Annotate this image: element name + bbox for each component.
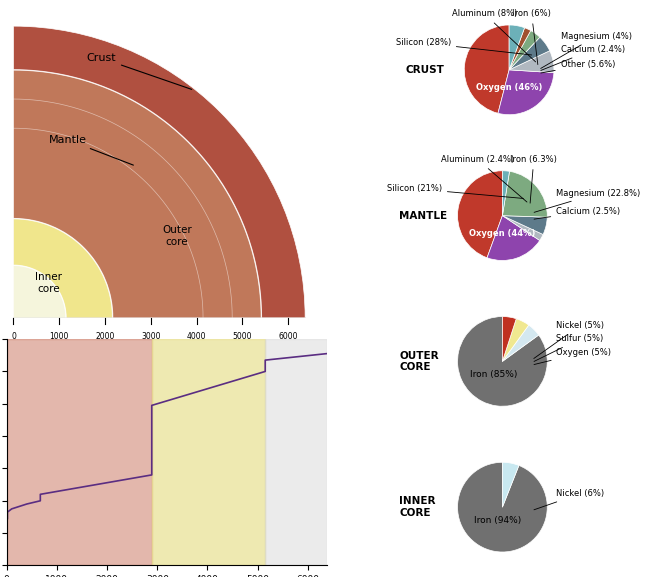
Text: Inner
core: Inner core [35,272,62,294]
Text: Calcium (2.4%): Calcium (2.4%) [541,45,625,70]
Wedge shape [498,70,554,115]
Text: Depth (km): Depth (km) [138,354,195,365]
Text: Iron (6.3%): Iron (6.3%) [510,155,557,203]
Text: Oxygen (46%): Oxygen (46%) [476,83,543,92]
Wedge shape [13,70,262,318]
Wedge shape [509,51,554,73]
Text: MANTLE: MANTLE [399,211,448,220]
Text: Iron (6%): Iron (6%) [512,9,551,65]
Text: Silicon (21%): Silicon (21%) [387,184,523,198]
Wedge shape [13,265,66,318]
Text: Iron (94%): Iron (94%) [474,516,522,525]
Wedge shape [509,25,524,70]
Wedge shape [502,171,510,216]
Text: Nickel (5%): Nickel (5%) [534,321,604,358]
Text: Oxygen (5%): Oxygen (5%) [534,348,611,365]
Wedge shape [502,216,543,241]
Text: Aluminum (8%): Aluminum (8%) [452,9,536,62]
Text: 4000: 4000 [187,332,206,342]
Text: 5000: 5000 [233,332,252,342]
Text: Sulfur (5%): Sulfur (5%) [534,335,603,361]
Text: Calcium (2.5%): Calcium (2.5%) [534,207,620,219]
Wedge shape [13,26,305,318]
Wedge shape [464,25,509,113]
Text: 6000: 6000 [278,332,298,342]
Text: Mantle: Mantle [48,135,133,165]
Wedge shape [509,31,540,70]
Bar [265,339,326,565]
Wedge shape [502,462,519,507]
Text: OUTER
CORE: OUTER CORE [399,351,439,372]
Wedge shape [502,319,529,361]
Wedge shape [509,28,531,70]
Wedge shape [458,317,547,406]
Text: 0: 0 [11,332,16,342]
Text: CRUST: CRUST [406,65,445,75]
Bar [152,339,265,565]
Text: Oxygen (44%): Oxygen (44%) [469,229,536,238]
Wedge shape [487,216,540,260]
Wedge shape [502,317,516,361]
Text: 2000: 2000 [96,332,114,342]
Text: Aluminum (2.4%): Aluminum (2.4%) [441,155,527,202]
Bar [7,339,152,565]
Text: Crust: Crust [86,53,192,89]
Text: Magnesium (22.8%): Magnesium (22.8%) [534,189,640,212]
Wedge shape [458,171,502,258]
Wedge shape [502,216,547,234]
Text: Iron (85%): Iron (85%) [470,370,517,379]
Text: 3000: 3000 [141,332,161,342]
Text: Outer
core: Outer core [162,226,192,247]
Text: Magnesium (4%): Magnesium (4%) [541,32,632,69]
Text: Silicon (28%): Silicon (28%) [395,39,532,55]
Wedge shape [13,219,112,318]
Wedge shape [509,37,550,70]
Wedge shape [502,171,547,217]
Text: 1000: 1000 [50,332,69,342]
Text: Nickel (6%): Nickel (6%) [534,489,604,510]
Text: Other (5.6%): Other (5.6%) [541,60,615,73]
Text: INNER
CORE: INNER CORE [399,496,436,518]
Wedge shape [458,462,547,552]
Wedge shape [502,325,539,361]
